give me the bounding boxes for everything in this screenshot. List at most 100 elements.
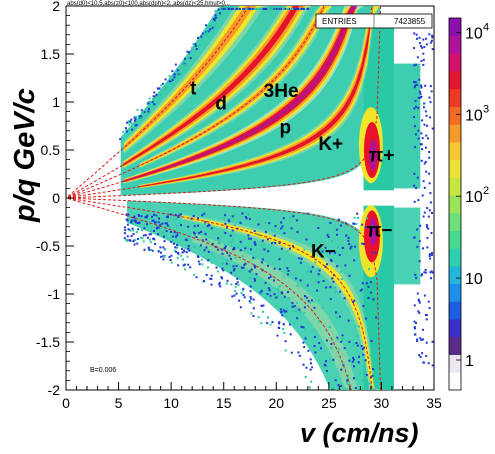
- band-pbar-layer-0: [192, 232, 377, 390]
- scatter-pixel: [297, 351, 300, 354]
- scatter-pixel: [211, 253, 214, 256]
- scatter-pixel: [332, 358, 335, 361]
- band-label: p: [279, 118, 291, 139]
- scatter-pixel: [425, 170, 428, 173]
- scatter-pixel: [193, 245, 196, 248]
- scatter-pixel: [234, 285, 237, 288]
- scatter-pixel: [300, 257, 303, 260]
- scatter-pixel: [154, 221, 156, 224]
- scatter-pixel: [234, 213, 237, 216]
- scatter-pixel: [276, 295, 279, 298]
- scatter-pixel: [260, 292, 263, 295]
- scatter-pixel: [279, 308, 282, 311]
- scatter-pixel: [285, 310, 288, 313]
- scatter-pixel: [348, 274, 351, 277]
- scatter-pixel: [335, 311, 337, 314]
- scatter-pixel: [176, 74, 179, 77]
- scatter-pixel: [210, 274, 213, 277]
- scatter-pixel: [225, 282, 228, 285]
- scatter-pixel: [424, 271, 427, 274]
- scatter-pixel: [309, 368, 312, 371]
- scatter-pixel: [140, 115, 143, 118]
- scatter-pixel: [221, 262, 224, 265]
- scatter-pixel: [214, 16, 217, 19]
- scatter-pixel: [127, 213, 130, 216]
- scatter-pixel: [199, 44, 202, 47]
- scatter-pixel: [330, 387, 333, 390]
- scatter-pixel: [157, 226, 160, 229]
- scatter-pixel: [364, 317, 367, 320]
- scatter-pixel: [129, 120, 132, 123]
- scatter-pixel: [325, 339, 328, 342]
- scatter-pixel: [137, 115, 140, 118]
- scatter-pixel: [310, 299, 313, 302]
- scatter-pixel: [428, 253, 431, 256]
- scatter-pixel: [309, 301, 312, 304]
- scatter-pixel: [254, 243, 257, 246]
- scatter-pixel: [143, 110, 146, 113]
- scatter-pixel: [168, 75, 171, 78]
- scatter-pixel: [190, 217, 193, 220]
- scatter-pixel: [176, 246, 179, 249]
- scatter-pixel: [250, 297, 253, 300]
- scatter-pixel: [221, 267, 224, 270]
- scatter-pixel: [302, 7, 305, 10]
- scatter-pixel: [253, 264, 256, 267]
- scatter-pixel: [352, 343, 355, 346]
- y-tick-label: 2: [52, 0, 60, 14]
- scatter-pixel: [160, 93, 162, 96]
- scatter-pixel: [361, 379, 364, 382]
- scatter-pixel: [417, 199, 420, 202]
- scatter-pixel: [415, 187, 418, 190]
- scatter-pixel: [413, 184, 416, 187]
- scatter-pixel: [371, 374, 374, 377]
- scatter-pixel: [166, 224, 169, 227]
- scatter-pixel: [423, 162, 426, 165]
- scatter-pixel: [174, 214, 177, 217]
- scatter-pixel: [249, 301, 252, 304]
- band-labels: td 3He p K+ π+ π− K−: [190, 78, 394, 262]
- scatter-pixel: [180, 254, 183, 257]
- scatter-pixel: [133, 215, 136, 218]
- scatter-pixel: [424, 314, 427, 316]
- scatter-pixel: [356, 335, 359, 337]
- scatter-pixel: [290, 351, 293, 354]
- scatter-pixel: [143, 227, 146, 230]
- scatter-pixel: [357, 361, 360, 364]
- scatter-pixel: [163, 254, 166, 257]
- scatter-pixel: [275, 7, 278, 10]
- scatter-pixel: [417, 298, 420, 301]
- scatter-pixel: [300, 7, 303, 10]
- scatter-pixel: [137, 213, 140, 216]
- scatter-pixel: [291, 302, 294, 305]
- scatter-pixel: [428, 151, 431, 153]
- scatter-pixel: [203, 212, 206, 215]
- scatter-pixel: [257, 7, 260, 10]
- scatter-pixel: [420, 159, 423, 162]
- scatter-pixel: [200, 35, 203, 38]
- scatter-pixel: [421, 148, 424, 151]
- scatter-pixel: [191, 46, 194, 49]
- scatter-pixel: [304, 295, 306, 297]
- scatter-pixel: [224, 222, 227, 225]
- scatter-pixel: [138, 215, 141, 217]
- scatter-pixel: [431, 251, 433, 254]
- fast-band-negative: [394, 207, 421, 285]
- scatter-pixel: [149, 229, 152, 232]
- scatter-pixel: [234, 256, 237, 259]
- scatter-pixel: [370, 340, 373, 342]
- scatter-pixel: [173, 74, 176, 77]
- scatter-pixel: [133, 216, 136, 219]
- scatter-pixel: [429, 201, 432, 204]
- scatter-pixel: [238, 7, 241, 10]
- scatter-pixel: [428, 96, 431, 99]
- scatter-pixel: [413, 172, 416, 175]
- scatter-pixel: [303, 311, 306, 314]
- scatter-pixel: [322, 280, 325, 282]
- scatter-pixel: [296, 231, 299, 233]
- scatter-pixel: [354, 387, 357, 390]
- scatter-pixel: [261, 244, 264, 247]
- scatter-pixel: [284, 7, 287, 10]
- scatter-pixel: [422, 180, 425, 183]
- scatter-pixel: [248, 270, 251, 273]
